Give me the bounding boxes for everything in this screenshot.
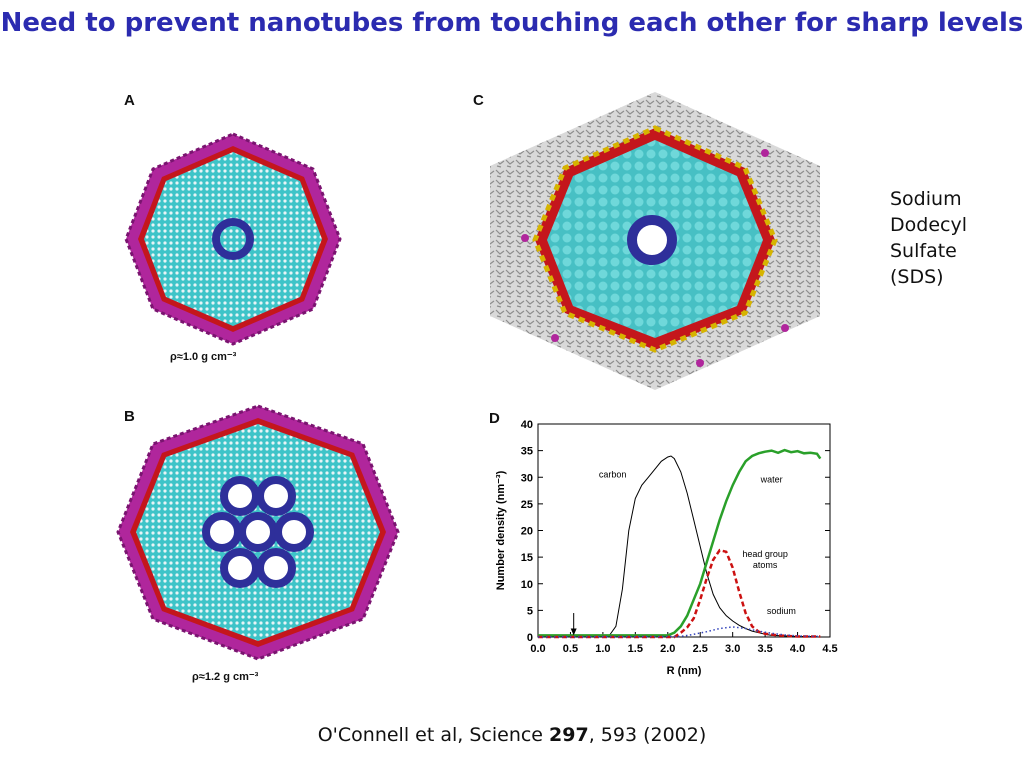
slide-title: Need to prevent nanotubes from touching … [0,8,1024,38]
x-tick-label: 4.0 [790,643,805,655]
sodium-ion [521,234,529,242]
nanotube-icon [220,548,260,588]
sodium-ion [781,324,789,332]
y-tick-label: 15 [521,552,533,564]
sodium-ion [761,149,769,157]
y-tick-label: 30 [521,472,533,484]
sds-line: Sodium [890,188,962,210]
sds-line: Sulfate [890,240,957,262]
panel-a-label: A [124,92,135,109]
y-tick-label: 35 [521,446,533,458]
arrow-head [570,628,577,636]
annotation-head-group: head group [742,549,788,559]
density-chart: 0.0 0.5 1.0 1.5 2.0 2.5 3.0 3.5 4.0 4.5 0 5 10 15 20 25… [495,419,838,677]
y-tick-label: 0 [527,632,533,644]
nanotube-icon [212,218,254,260]
nanotube-icon [256,548,296,588]
nanotube-icon [238,512,278,552]
annotation-water: water [760,475,783,485]
micelle-water-image [490,92,820,390]
panel-a: A ρ≈1.0 g cm⁻³ [108,88,358,378]
density-a-label: ρ≈1.0 g cm⁻³ [170,351,237,363]
citation-rest: , 593 (2002) [588,724,707,746]
citation-volume: 297 [549,724,589,746]
annotation-atoms: atoms [753,560,778,570]
x-tick-label: 2.0 [660,643,675,655]
x-tick-label: 1.5 [628,643,643,655]
x-tick-label: 4.5 [822,643,837,655]
panel-d: D 0.0 0.5 1.0 1.5 2.0 2.5 3.0 3.5 4.0 4.5 0 5 10 15 20… [485,408,845,693]
y-tick-label: 10 [521,579,533,591]
panel-c: C [465,88,850,393]
sds-line: Dodecyl [890,214,967,236]
citation-authors: O'Connell et al, Science [317,724,550,746]
sds-label: Sodium Dodecyl Sulfate (SDS) [890,186,967,290]
citation: O'Connell et al, Science 297, 593 (2002) [0,724,1024,746]
panel-b-label: B [124,408,135,425]
plot-frame [537,423,831,638]
y-tick-label: 5 [527,605,533,617]
density-b-label: ρ≈1.2 g cm⁻³ [192,671,259,683]
annotation-carbon: carbon [599,469,627,479]
sodium-ion [551,334,559,342]
sds-line: (SDS) [890,266,944,288]
micelle-single-tube-image [124,132,342,346]
nanotube-icon [202,512,242,552]
nanotube-icon [627,215,677,265]
y-tick-label: 20 [521,526,533,538]
x-tick-label: 0.5 [563,643,578,655]
y-tick-label: 25 [521,499,533,511]
x-tick-label: 0.0 [530,643,545,655]
series-head-group-atoms-line [538,548,821,639]
x-tick-label: 1.0 [595,643,610,655]
hydrocarbon-core [144,152,322,326]
x-tick-label: 3.0 [725,643,740,655]
series-water-line [538,448,822,637]
micelle-bundle-image [116,404,400,661]
panel-c-label: C [473,92,484,109]
y-tick-label: 40 [521,419,533,431]
x-tick-label: 3.5 [757,643,772,655]
annotation-sodium: sodium [767,606,796,616]
panel-d-label: D [489,410,500,427]
nanotube-icon [274,512,314,552]
nanotube-icon [256,476,296,516]
sodium-ion [696,359,704,367]
panel-b: B ρ≈1.2 g cm⁻³ [108,404,403,694]
nanotube-icon [220,476,260,516]
x-tick-label: 2.5 [693,643,708,655]
x-axis-label: R (nm) [667,665,702,677]
y-axis-label: Number density (nm⁻³) [495,470,507,590]
